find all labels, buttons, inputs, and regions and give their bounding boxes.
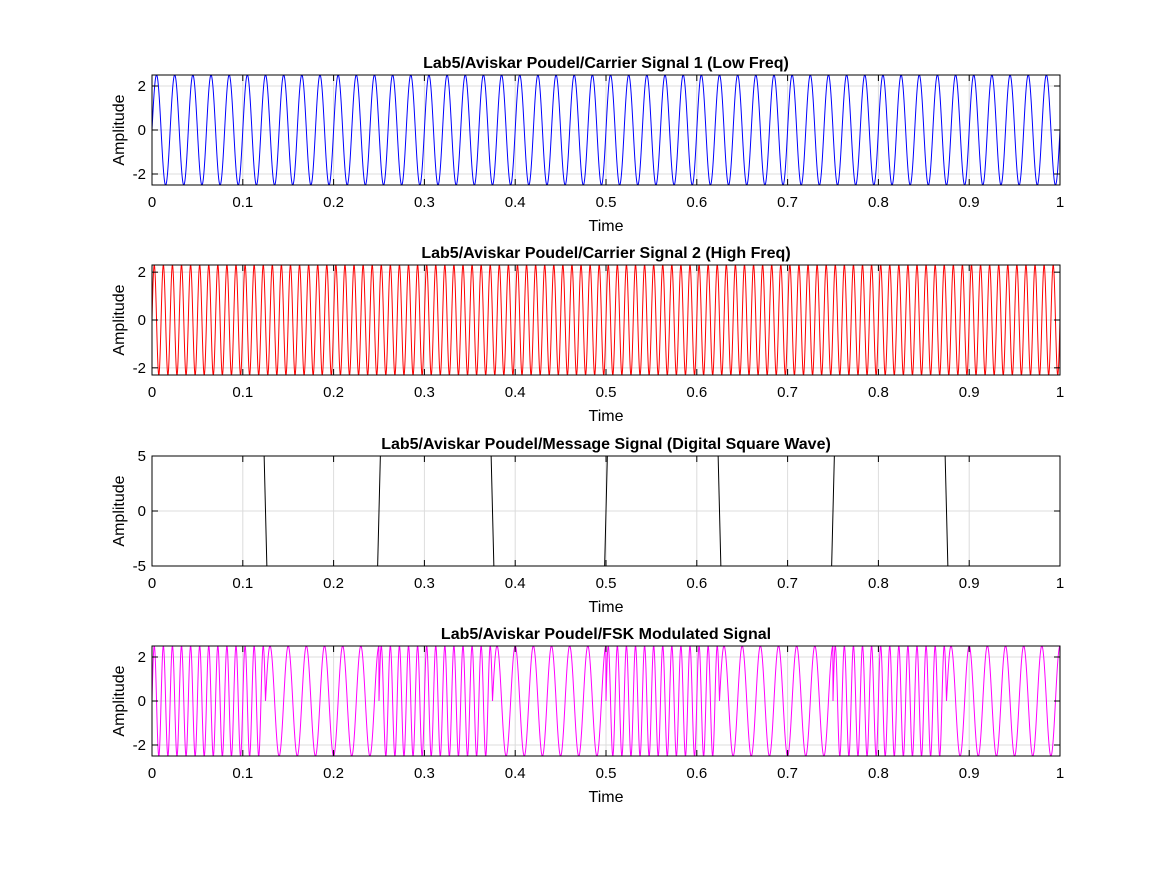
x-tick-label: 0.4 (505, 384, 526, 401)
x-axis-label: Time (589, 218, 624, 235)
y-axis-label: Amplitude (111, 475, 128, 546)
x-tick-label: 0.6 (686, 194, 707, 211)
x-tick-label: 0.9 (959, 194, 980, 211)
x-tick-label: 0.1 (232, 384, 253, 401)
y-tick-label: -2 (133, 166, 146, 183)
x-tick-label: 0.8 (868, 765, 889, 782)
x-tick-label: 0.9 (959, 384, 980, 401)
series-line-1 (152, 265, 1060, 375)
x-tick-label: 0.7 (777, 384, 798, 401)
y-tick-label: 0 (138, 122, 146, 139)
x-tick-label: 0 (148, 194, 156, 211)
y-axis-label: Amplitude (111, 665, 128, 736)
series-line-1 (152, 646, 1060, 756)
x-tick-label: 0.6 (686, 575, 707, 592)
x-tick-label: 0.9 (959, 575, 980, 592)
x-tick-label: 0.7 (777, 765, 798, 782)
x-tick-label: 0.5 (596, 384, 617, 401)
y-tick-label: 2 (138, 78, 146, 95)
x-tick-label: 0.1 (232, 765, 253, 782)
subplot-2: 0 0.1 0.2 0.3 0.4 0.5 0.6 0.7 0.8 0.9 1-202Lab5/Av… (111, 245, 1064, 425)
x-tick-label: 0.6 (686, 384, 707, 401)
chart-title: Lab5/Aviskar Poudel/Carrier Signal 1 (Lo… (423, 55, 789, 72)
x-tick-label: 1 (1056, 384, 1064, 401)
x-tick-label: 0 (148, 575, 156, 592)
x-tick-label: 0.2 (323, 194, 344, 211)
x-tick-label: 0.3 (414, 575, 435, 592)
y-tick-label: 2 (138, 264, 146, 281)
y-tick-label: -2 (133, 360, 146, 377)
x-tick-label: 0.8 (868, 575, 889, 592)
y-tick-label: 2 (138, 649, 146, 666)
x-tick-label: 0.3 (414, 384, 435, 401)
x-tick-label: 0.6 (686, 765, 707, 782)
x-tick-label: 0.5 (596, 194, 617, 211)
subplot-3: 0 0.1 0.2 0.3 0.4 0.5 0.6 0.7 0.8 0.9 1-505Lab5/Av… (111, 436, 1064, 616)
x-tick-label: 0.2 (323, 575, 344, 592)
x-axis-label: Time (589, 789, 624, 806)
y-tick-label: 0 (138, 312, 146, 329)
chart-title: Lab5/Aviskar Poudel/FSK Modulated Signal (441, 626, 771, 643)
chart-title: Lab5/Aviskar Poudel/Carrier Signal 2 (Hi… (421, 245, 790, 262)
x-axis-label: Time (589, 408, 624, 425)
x-tick-label: 1 (1056, 194, 1064, 211)
y-tick-label: -2 (133, 737, 146, 754)
series-line-1 (152, 75, 1060, 185)
x-tick-label: 0.8 (868, 194, 889, 211)
x-tick-label: 0.1 (232, 194, 253, 211)
x-tick-label: 0.4 (505, 765, 526, 782)
y-axis-label: Amplitude (111, 284, 128, 355)
x-tick-label: 0.2 (323, 765, 344, 782)
x-tick-label: 0.3 (414, 765, 435, 782)
x-tick-label: 0.5 (596, 575, 617, 592)
y-tick-label: -5 (133, 558, 146, 575)
subplot-4: 0 0.1 0.2 0.3 0.4 0.5 0.6 0.7 0.8 0.9 1-202Lab5/Av… (111, 626, 1064, 806)
x-tick-label: 0.5 (596, 765, 617, 782)
x-tick-label: 1 (1056, 575, 1064, 592)
series-line-1 (152, 456, 1059, 566)
x-tick-label: 0.3 (414, 194, 435, 211)
x-tick-label: 0.7 (777, 194, 798, 211)
x-tick-label: 0 (148, 765, 156, 782)
x-tick-label: 0.9 (959, 765, 980, 782)
x-tick-label: 0.7 (777, 575, 798, 592)
x-tick-label: 0.8 (868, 384, 889, 401)
x-axis-label: Time (589, 599, 624, 616)
y-tick-label: 0 (138, 503, 146, 520)
chart-title: Lab5/Aviskar Poudel/Message Signal (Digi… (381, 436, 831, 453)
x-tick-label: 0.4 (505, 575, 526, 592)
subplot-1: 0 0.1 0.2 0.3 0.4 0.5 0.6 0.7 0.8 0.9 1-202Lab5/Av… (111, 55, 1064, 235)
y-axis-label: Amplitude (111, 94, 128, 165)
x-tick-label: 0.1 (232, 575, 253, 592)
x-tick-label: 0.4 (505, 194, 526, 211)
x-tick-label: 1 (1056, 765, 1064, 782)
x-tick-label: 0.2 (323, 384, 344, 401)
y-tick-label: 5 (138, 448, 146, 465)
y-tick-label: 0 (138, 693, 146, 710)
x-tick-label: 0 (148, 384, 156, 401)
